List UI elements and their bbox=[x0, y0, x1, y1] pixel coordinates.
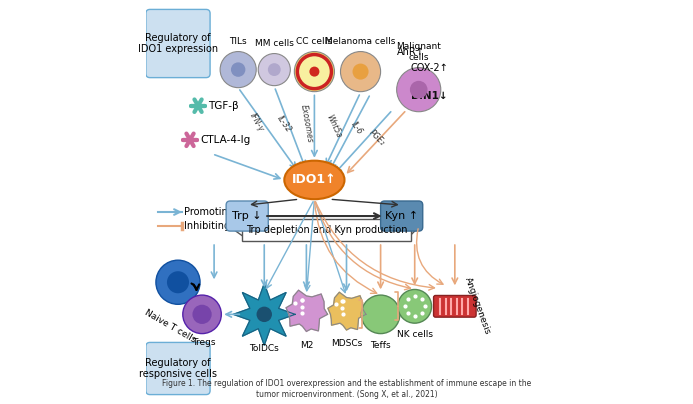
Circle shape bbox=[268, 63, 281, 76]
Text: Regulatory of
IDO1 expression: Regulatory of IDO1 expression bbox=[138, 33, 218, 54]
Text: Trp ↓: Trp ↓ bbox=[232, 211, 262, 221]
Text: Inhibiting: Inhibiting bbox=[184, 221, 230, 231]
Ellipse shape bbox=[284, 161, 344, 199]
Circle shape bbox=[231, 62, 245, 77]
Text: AhR↑: AhR↑ bbox=[396, 46, 425, 57]
FancyBboxPatch shape bbox=[226, 201, 268, 231]
Polygon shape bbox=[234, 284, 295, 345]
Text: IL-6: IL-6 bbox=[349, 120, 364, 136]
FancyBboxPatch shape bbox=[146, 343, 210, 395]
Circle shape bbox=[167, 271, 189, 293]
Circle shape bbox=[256, 307, 272, 322]
Circle shape bbox=[297, 55, 331, 88]
Circle shape bbox=[361, 295, 400, 334]
Text: Wnt5a: Wnt5a bbox=[324, 113, 343, 139]
Text: IFN-γ: IFN-γ bbox=[247, 111, 265, 133]
Text: MDSCs: MDSCs bbox=[331, 339, 362, 348]
Text: PGE₂: PGE₂ bbox=[367, 128, 386, 147]
Text: BIN1↓: BIN1↓ bbox=[411, 90, 447, 101]
Text: Kyn ↑: Kyn ↑ bbox=[385, 211, 419, 221]
Text: IL-32: IL-32 bbox=[275, 114, 293, 134]
Text: Naive T cells: Naive T cells bbox=[143, 308, 197, 345]
Text: Angiogenesis: Angiogenesis bbox=[463, 276, 492, 336]
Text: Melanoma cells: Melanoma cells bbox=[325, 36, 396, 46]
Text: CC cells: CC cells bbox=[297, 36, 333, 46]
FancyBboxPatch shape bbox=[242, 219, 411, 241]
Circle shape bbox=[193, 305, 211, 324]
Text: Malignant
cells: Malignant cells bbox=[396, 42, 441, 61]
Text: Exosomes: Exosomes bbox=[299, 104, 314, 144]
Text: Teffs: Teffs bbox=[370, 341, 391, 350]
Circle shape bbox=[410, 81, 428, 99]
Text: IDO1↑: IDO1↑ bbox=[292, 173, 337, 186]
Circle shape bbox=[156, 260, 200, 304]
Circle shape bbox=[340, 52, 380, 92]
Text: TolDCs: TolDCs bbox=[249, 344, 279, 353]
FancyBboxPatch shape bbox=[146, 9, 210, 78]
Polygon shape bbox=[328, 292, 366, 330]
Text: Tregs: Tregs bbox=[193, 338, 216, 347]
FancyBboxPatch shape bbox=[380, 201, 423, 231]
Text: M2: M2 bbox=[299, 341, 313, 350]
Text: TGF-β: TGF-β bbox=[208, 101, 238, 111]
Text: Regulatory of
responsive cells: Regulatory of responsive cells bbox=[139, 358, 217, 379]
Text: TILs: TILs bbox=[229, 36, 247, 46]
Text: Trp depletion and Kyn production: Trp depletion and Kyn production bbox=[246, 225, 407, 235]
Text: Figure 1. The regulation of IDO1 overexpression and the establishment of immune : Figure 1. The regulation of IDO1 overexp… bbox=[162, 379, 531, 399]
Circle shape bbox=[258, 54, 290, 86]
Circle shape bbox=[353, 63, 369, 80]
Circle shape bbox=[398, 290, 432, 323]
FancyBboxPatch shape bbox=[434, 295, 476, 317]
Circle shape bbox=[396, 67, 441, 112]
Circle shape bbox=[295, 52, 335, 92]
Text: COX-2↑: COX-2↑ bbox=[411, 63, 448, 73]
Circle shape bbox=[183, 295, 221, 334]
Text: MM cells: MM cells bbox=[255, 38, 294, 48]
Circle shape bbox=[220, 52, 256, 88]
Polygon shape bbox=[286, 290, 328, 331]
Text: NK cells: NK cells bbox=[396, 330, 432, 339]
Circle shape bbox=[309, 67, 319, 77]
Text: CTLA-4-Ig: CTLA-4-Ig bbox=[200, 135, 250, 145]
Text: Promoting: Promoting bbox=[184, 207, 234, 217]
